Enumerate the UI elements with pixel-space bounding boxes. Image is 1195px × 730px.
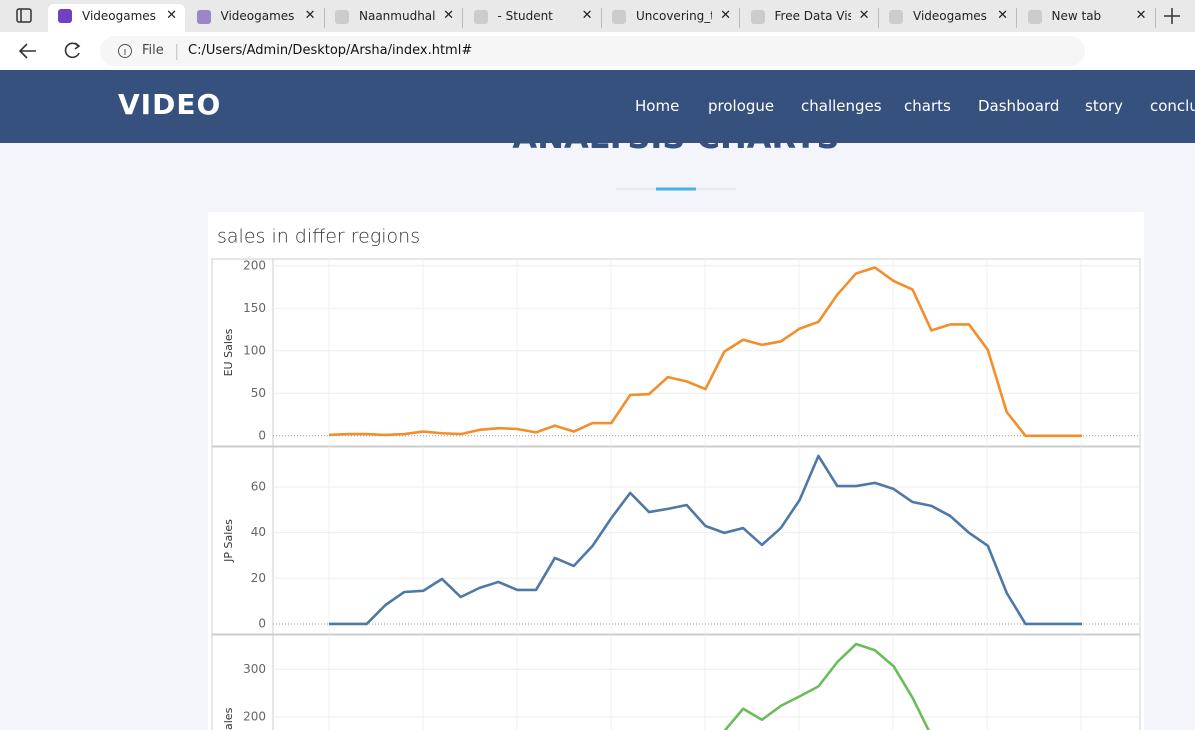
tab-actions[interactable] <box>0 0 48 32</box>
y-axis-label: JP Sales <box>222 519 235 563</box>
nav-buttons[interactable] <box>0 32 100 70</box>
tab-title: Uncovering_th <box>636 9 712 23</box>
tab-title: Videogames s <box>913 9 989 23</box>
tab-icon <box>58 9 72 23</box>
series-line <box>328 266 1082 438</box>
series-line <box>329 454 1082 626</box>
y-tick-label: 200 <box>243 709 266 723</box>
y-tick-label: 60 <box>251 479 266 493</box>
y-tick-label: 300 <box>243 662 266 676</box>
y-tick-label: 20 <box>251 571 266 585</box>
url: C:/Users/Admin/Desktop/Arsha/index.html# <box>188 43 473 58</box>
tab-icon <box>1027 10 1042 24</box>
nav-link[interactable]: challenges <box>801 97 882 115</box>
tab[interactable]: New tab ✕ <box>1018 8 1156 28</box>
y-tick-label: 100 <box>243 343 266 357</box>
tab-close[interactable]: ✕ <box>443 8 454 23</box>
nav-link[interactable]: charts <box>904 97 951 115</box>
tab-title: Naanmudhalv <box>359 9 435 23</box>
nav-link[interactable]: Home <box>635 97 680 115</box>
nav-link[interactable]: story <box>1085 97 1123 115</box>
tab-title: Videogames <box>82 9 156 23</box>
tab-title: New tab <box>1051 9 1102 23</box>
tab-icon <box>473 10 488 24</box>
tab-title: Free Data Visu <box>774 9 851 23</box>
tab-close[interactable]: ✕ <box>720 8 731 23</box>
tab-icon <box>889 10 903 24</box>
nav-link[interactable]: conclu <box>1150 97 1195 115</box>
y-tick-label: 0 <box>258 428 266 442</box>
info-icon <box>118 44 132 58</box>
tab-close[interactable]: ✕ <box>1135 8 1147 23</box>
tab-icon <box>612 10 626 24</box>
tab-title: - Student <box>497 9 553 23</box>
tab-close[interactable]: ✕ <box>997 8 1008 23</box>
tab-icon <box>196 10 211 24</box>
tab[interactable]: Free Data Visu ✕ <box>741 8 879 28</box>
panel-border <box>211 446 1141 635</box>
tab-title: Videogames <box>220 9 295 23</box>
nav-link[interactable]: Dashboard <box>978 97 1060 115</box>
y-axis-label: ales <box>222 707 235 730</box>
chart-title: sales in differ regions <box>217 226 420 248</box>
scheme: File <box>142 43 164 58</box>
y-axis-label: EU Sales <box>222 328 235 376</box>
tab-close[interactable]: ✕ <box>304 8 316 23</box>
tab[interactable]: Videogames ✕ <box>48 4 185 32</box>
tab[interactable]: Videogames ✕ <box>187 8 325 28</box>
url-field[interactable]: File | C:/Users/Admin/Desktop/Arsha/inde… <box>100 36 1085 66</box>
tab-close[interactable]: ✕ <box>166 8 177 23</box>
tab-strip: Videogames ✕ Videogames ✕ Naanmudhalv ✕ - Stud… <box>0 0 1195 32</box>
tab-icon <box>750 10 765 24</box>
tab-close[interactable]: ✕ <box>858 8 870 23</box>
tab[interactable]: Uncovering_th ✕ <box>602 8 740 28</box>
y-tick-label: 50 <box>251 386 266 400</box>
site-header: VIDEO Home prologue challenges charts Dashbo… <box>0 70 1195 143</box>
y-tick-label: 40 <box>251 525 266 539</box>
nav-link[interactable]: prologue <box>708 97 775 115</box>
y-tick-label: 150 <box>243 301 266 315</box>
y-tick-label: 200 <box>243 258 266 272</box>
panel-border <box>211 634 1141 730</box>
panel-border <box>211 258 1141 447</box>
tab-icon <box>335 10 349 24</box>
series-line <box>723 642 930 730</box>
tab[interactable]: - Student ✕ <box>464 8 602 28</box>
address-bar: File | C:/Users/Admin/Desktop/Arsha/inde… <box>0 32 1195 71</box>
brand[interactable]: VIDEO <box>118 88 222 121</box>
tab[interactable]: Naanmudhalv ✕ <box>325 8 463 28</box>
new-tab-button[interactable] <box>1158 0 1188 32</box>
tab[interactable]: Videogames s ✕ <box>879 8 1017 28</box>
tab-close[interactable]: ✕ <box>581 8 593 23</box>
y-tick-label: 0 <box>258 616 266 630</box>
